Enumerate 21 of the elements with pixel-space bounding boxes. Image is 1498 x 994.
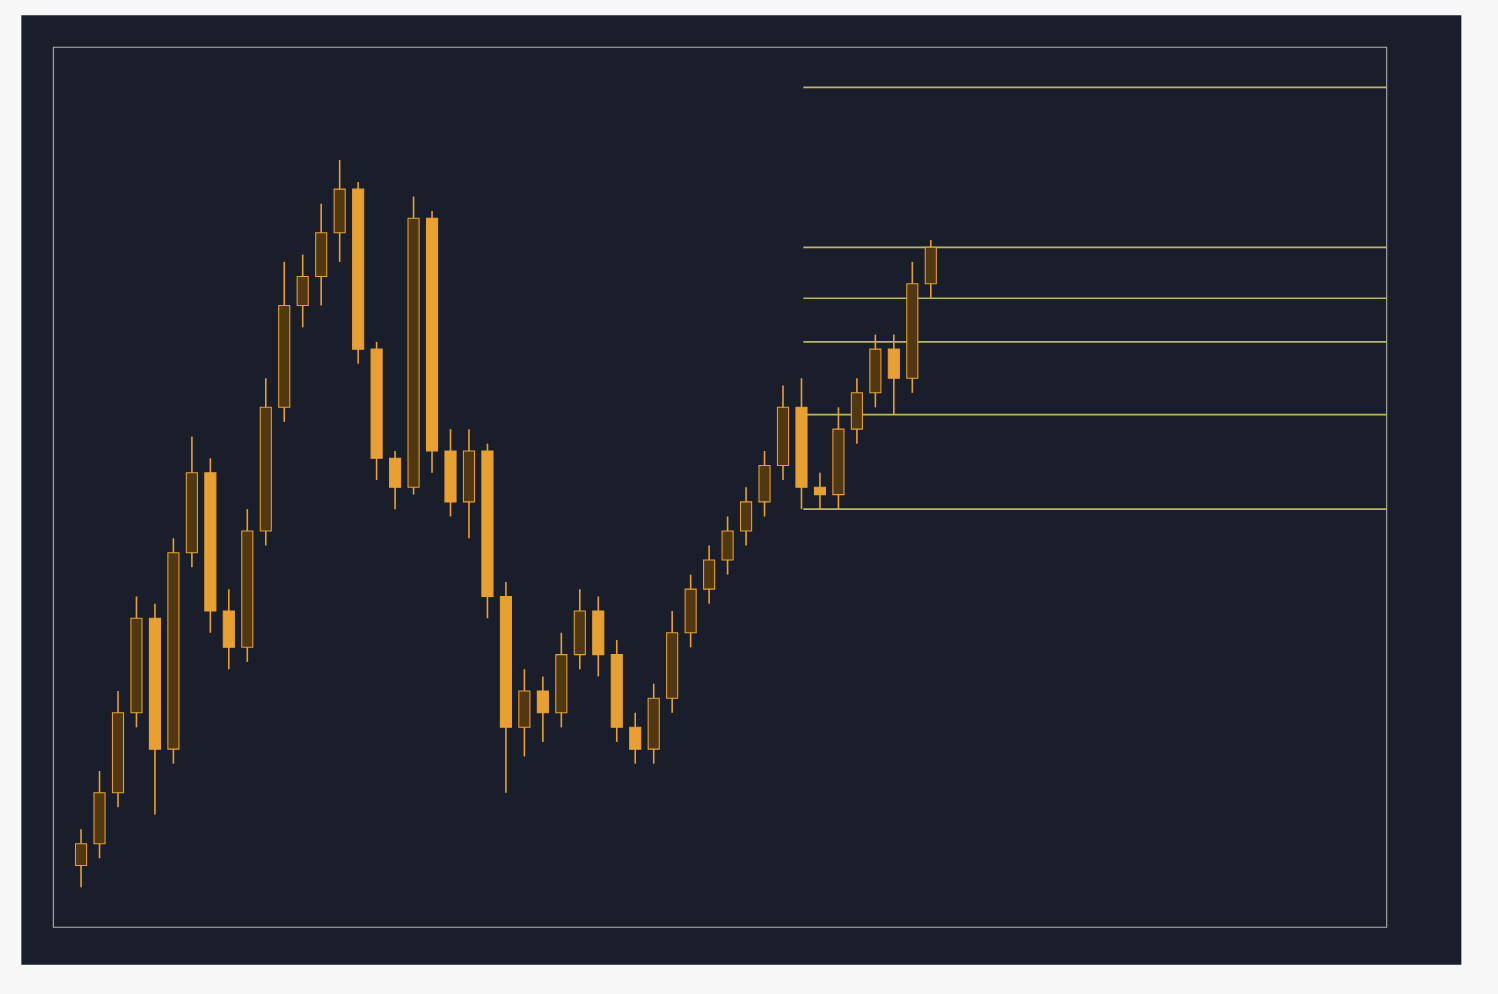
candlestick [74,828,88,889]
candlestick [629,711,642,765]
candlestick [592,595,605,678]
candlestick [739,486,753,547]
candlestick [813,471,827,510]
candlestick [573,588,586,670]
candlestick [684,573,697,649]
candlestick [315,202,328,307]
candlestick [518,668,531,758]
candlestick [850,377,863,445]
candlestick [536,675,549,743]
candlestick [721,515,734,576]
candlestick [222,588,235,670]
candlestick [333,159,346,263]
candlestick [296,253,309,329]
candlestick [924,239,937,300]
candlestick [389,450,402,510]
candlestick [887,333,900,416]
candlestick [758,450,771,518]
candlestick [869,333,882,409]
candlestick [703,544,716,605]
